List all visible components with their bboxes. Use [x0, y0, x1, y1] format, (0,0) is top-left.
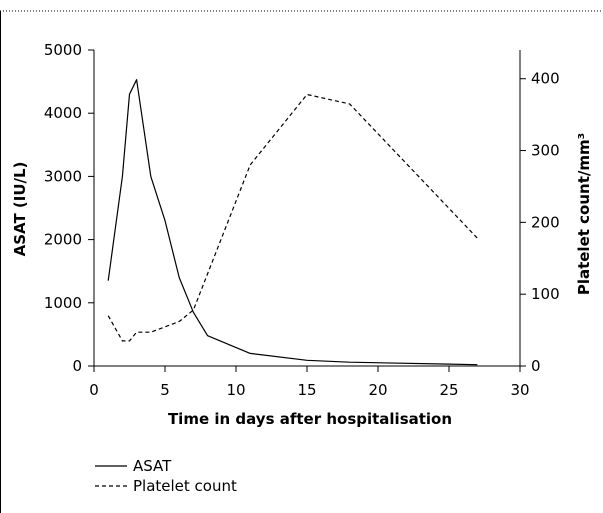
- left-y-tick-label: 5000: [44, 41, 82, 59]
- right-y-axis-title: Platelet count/mm³: [575, 133, 593, 295]
- x-axis-title: Time in days after hospitalisation: [168, 410, 452, 428]
- x-tick-label: 30: [510, 381, 529, 399]
- legend: ASAT Platelet count: [95, 457, 237, 495]
- right-y-tick-label: 100: [531, 285, 560, 303]
- left-y-tick-label: 4000: [44, 104, 82, 122]
- legend-label-asat: ASAT: [133, 457, 172, 475]
- x-tick-label: 5: [160, 381, 170, 399]
- right-y-tick-label: 400: [531, 70, 560, 88]
- x-tick-label: 15: [297, 381, 316, 399]
- left-y-axis-title: ASAT (IU/L): [11, 162, 29, 257]
- x-tick-label: 25: [439, 381, 458, 399]
- right-y-tick-label: 300: [531, 142, 560, 160]
- left-y-tick-label: 2000: [44, 231, 82, 249]
- legend-label-platelet: Platelet count: [133, 477, 237, 495]
- x-tick-label: 0: [89, 381, 99, 399]
- series-line-platelet-count: [107, 93, 478, 342]
- right-y-tick-label: 200: [531, 213, 560, 231]
- left-y-tick-label: 1000: [44, 294, 82, 312]
- x-tick-label: 10: [226, 381, 245, 399]
- axes: 0 5 10 15 20 25 300100020003000400050000100200…: [44, 41, 560, 399]
- x-tick-label: 20: [368, 381, 387, 399]
- series-line-asat: [107, 79, 478, 366]
- series-group: [107, 79, 478, 366]
- right-y-tick-label: 0: [531, 357, 541, 375]
- left-y-tick-label: 3000: [44, 167, 82, 185]
- left-y-tick-label: 0: [72, 357, 82, 375]
